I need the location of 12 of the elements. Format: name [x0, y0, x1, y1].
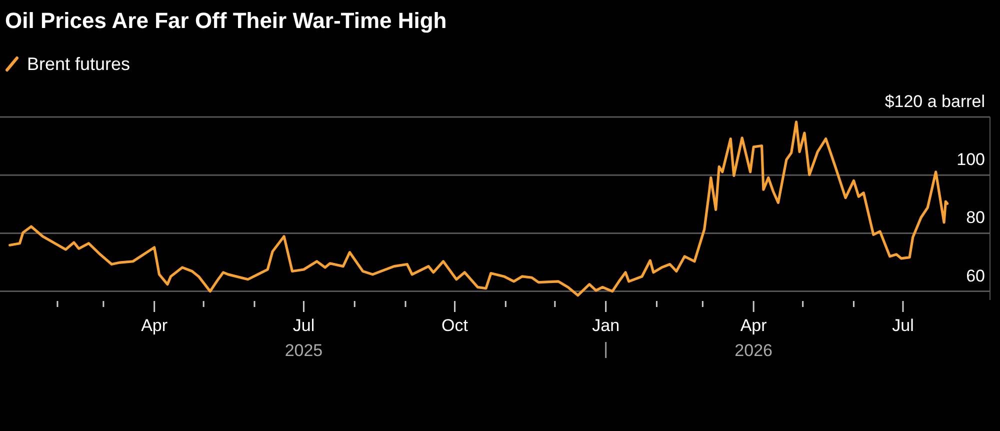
x-tick-label: Jul 2025	[284, 316, 323, 360]
x-tick-label: Oct	[442, 316, 468, 335]
y-tick-label: $120 a barrel	[884, 92, 985, 111]
x-tick-label: Apr	[141, 316, 168, 335]
y-tick-label: 80	[966, 208, 985, 228]
chart-title: Oil Prices Are Far Off Their War-Time High	[5, 8, 447, 33]
x-tick-label: Jan	[592, 316, 620, 335]
x-tick-label: Jul	[892, 316, 914, 335]
x-tick-label: Apr 2026	[734, 316, 772, 360]
y-tick-label: 100	[956, 150, 985, 170]
legend-label: Brent futures	[27, 54, 130, 74]
y-tick-label: 60	[966, 266, 985, 286]
